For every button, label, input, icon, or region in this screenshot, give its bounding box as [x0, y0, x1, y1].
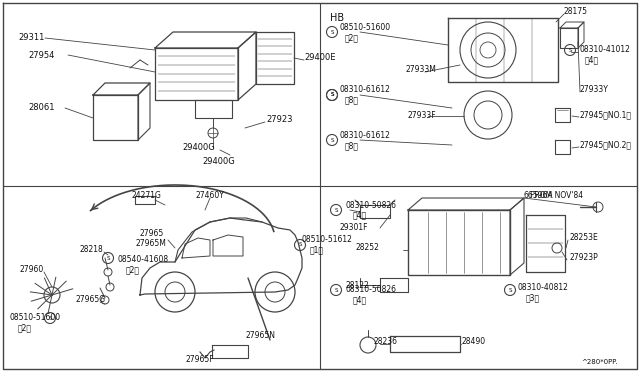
Text: 66596A: 66596A — [524, 190, 554, 199]
Text: 27965: 27965 — [140, 230, 164, 238]
Text: S: S — [48, 315, 52, 321]
Text: 27933M: 27933M — [405, 65, 436, 74]
Text: 28236: 28236 — [374, 337, 398, 346]
Text: 27460Y: 27460Y — [195, 192, 224, 201]
Text: 〈2〉: 〈2〉 — [345, 33, 359, 42]
Text: 〈4〉: 〈4〉 — [353, 211, 367, 219]
Text: 27960: 27960 — [20, 266, 44, 275]
Text: 27954: 27954 — [28, 51, 54, 60]
Text: 27965F: 27965F — [185, 356, 214, 365]
Text: 08310-41012: 08310-41012 — [580, 45, 631, 55]
Text: 28175: 28175 — [564, 7, 588, 16]
Text: 24271G: 24271G — [132, 192, 162, 201]
Text: 〈4〉: 〈4〉 — [353, 295, 367, 305]
Text: 29400E: 29400E — [304, 54, 335, 62]
Text: 08540-41608: 08540-41608 — [118, 256, 169, 264]
Text: 〈3〉: 〈3〉 — [526, 294, 540, 302]
Text: 28061: 28061 — [28, 103, 54, 112]
Text: 28218: 28218 — [80, 246, 104, 254]
Text: 27965M: 27965M — [135, 240, 166, 248]
Text: 08310-61612: 08310-61612 — [340, 131, 391, 141]
Text: 08310-40812: 08310-40812 — [518, 283, 569, 292]
Text: S: S — [106, 256, 109, 260]
Text: 08310-61612: 08310-61612 — [340, 86, 391, 94]
Text: S: S — [334, 208, 338, 212]
Text: ^280*0PP.: ^280*0PP. — [582, 359, 618, 365]
Text: 〈8〉: 〈8〉 — [345, 96, 359, 105]
Text: 28253E: 28253E — [570, 234, 599, 243]
Text: 08510-51600: 08510-51600 — [10, 314, 61, 323]
Text: 27945〈NO.1〉: 27945〈NO.1〉 — [580, 110, 632, 119]
Text: 27945〈NO.2〉: 27945〈NO.2〉 — [580, 141, 632, 150]
Text: S: S — [298, 243, 301, 247]
Text: 29301F: 29301F — [340, 224, 369, 232]
Text: S: S — [330, 138, 333, 142]
Text: 29311: 29311 — [18, 33, 44, 42]
Text: 〈2〉: 〈2〉 — [126, 266, 140, 275]
Text: 〈8〉: 〈8〉 — [345, 141, 359, 151]
Text: S: S — [508, 288, 512, 292]
Text: S: S — [334, 288, 338, 292]
Text: S: S — [568, 48, 572, 52]
Text: 29400G: 29400G — [202, 157, 235, 167]
Text: 〈4〉: 〈4〉 — [585, 55, 599, 64]
Text: S: S — [330, 93, 333, 97]
Text: 27965G: 27965G — [75, 295, 105, 305]
Text: 〈2〉: 〈2〉 — [18, 324, 32, 333]
Text: 08310-50826: 08310-50826 — [345, 285, 396, 295]
Text: 29400G: 29400G — [182, 144, 215, 153]
Text: S: S — [330, 29, 333, 35]
Text: S: S — [330, 93, 333, 97]
Text: 28490: 28490 — [462, 337, 486, 346]
Text: 27965N: 27965N — [245, 330, 275, 340]
Text: 27933Y: 27933Y — [580, 86, 609, 94]
Text: 08310-50826: 08310-50826 — [345, 201, 396, 209]
Text: 08510-51612: 08510-51612 — [302, 235, 353, 244]
Text: 08510-51600: 08510-51600 — [340, 23, 391, 32]
Text: 28252: 28252 — [355, 244, 379, 253]
Text: 27933F: 27933F — [408, 110, 436, 119]
Text: 28122: 28122 — [345, 280, 369, 289]
Text: 27923P: 27923P — [570, 253, 599, 263]
Text: 〈1〉: 〈1〉 — [310, 246, 324, 254]
Text: HB: HB — [330, 13, 344, 23]
Text: 27923: 27923 — [266, 115, 292, 125]
Text: FROM NOV'84: FROM NOV'84 — [530, 190, 583, 199]
